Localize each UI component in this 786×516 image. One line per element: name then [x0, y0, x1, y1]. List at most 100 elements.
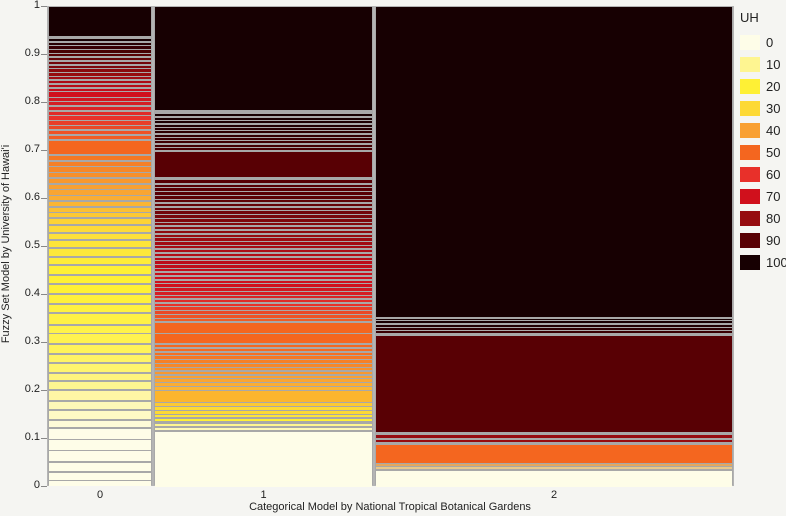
legend-item: 80: [740, 207, 786, 229]
y-tick-mark: [41, 342, 47, 343]
mosaic-segment: [155, 311, 372, 314]
legend-item: 100: [740, 251, 786, 273]
mosaic-segment: [49, 344, 151, 353]
mosaic-segment: [49, 190, 151, 195]
mosaic-segment: [49, 46, 151, 49]
mosaic-segment: [49, 463, 151, 471]
mosaic-segment: [155, 284, 372, 287]
plot-area: [47, 6, 734, 487]
mosaic-segment: [155, 387, 372, 390]
mosaic-segment: [155, 322, 372, 334]
y-tick-mark: [41, 294, 47, 295]
mosaic-segment: [49, 141, 151, 155]
mosaic-segment: [49, 382, 151, 390]
mosaic-segment: [155, 295, 372, 299]
mosaic-segment: [155, 288, 372, 291]
mosaic-segment: [49, 472, 151, 480]
mosaic-segment: [155, 383, 372, 386]
mosaic-segment: [155, 375, 372, 379]
legend-swatch: [740, 232, 760, 248]
mosaic-segment: [49, 92, 151, 98]
mosaic-segment: [155, 364, 372, 367]
mosaic-segment: [49, 248, 151, 256]
mosaic-segment: [49, 439, 151, 450]
mosaic-segment: [376, 318, 732, 320]
mosaic-segment: [155, 242, 372, 245]
mosaic-segment: [376, 328, 732, 331]
mosaic-segment: [376, 471, 732, 487]
mosaic-segment: [49, 391, 151, 401]
mosaic-segment: [155, 226, 372, 230]
mosaic-segment: [155, 117, 372, 120]
mosaic-segment: [49, 7, 151, 36]
mosaic-segment: [49, 42, 151, 45]
mosaic-segment: [49, 429, 151, 439]
mosaic-segment: [49, 54, 151, 57]
legend-item: 60: [740, 163, 786, 185]
mosaic-segment: [155, 352, 372, 355]
legend-item: 50: [740, 141, 786, 163]
mosaic-segment: [155, 315, 372, 318]
legend-label: 0: [766, 34, 774, 50]
mosaic-segment: [155, 403, 372, 407]
mosaic-segment: [155, 272, 372, 276]
mosaic-column-2: [374, 6, 734, 487]
mosaic-segment: [49, 184, 151, 189]
legend-item: 30: [740, 97, 786, 119]
mosaic-segment: [49, 80, 151, 84]
mosaic-segment: [49, 266, 151, 274]
mosaic-segment: [49, 84, 151, 88]
mosaic-segment: [155, 141, 372, 144]
mosaic-segment: [49, 130, 151, 135]
mosaic-segment: [155, 431, 372, 487]
mosaic-segment: [49, 135, 151, 140]
legend-label: 90: [766, 232, 781, 248]
mosaic-segment: [49, 314, 151, 324]
mosaic-segment: [155, 138, 372, 140]
legend-swatch: [740, 34, 760, 50]
mosaic-segment: [155, 127, 372, 130]
mosaic-segment: [49, 38, 151, 42]
y-tick-label: 0: [33, 479, 40, 491]
y-tick-label: 0.8: [24, 95, 40, 107]
legend-title: UH: [740, 10, 759, 25]
mosaic-segment: [155, 303, 372, 307]
mosaic-segment: [155, 211, 372, 214]
legend-label: 80: [766, 210, 781, 226]
legend-item: 0: [740, 31, 786, 53]
y-tick-mark: [41, 54, 47, 55]
mosaic-segment: [155, 184, 372, 187]
mosaic-column-1: [153, 6, 374, 487]
mosaic-segment: [49, 98, 151, 101]
mosaic-segment: [155, 151, 372, 178]
mosaic-segment: [49, 116, 151, 120]
legend-swatch: [740, 56, 760, 72]
mosaic-segment: [376, 464, 732, 467]
mosaic-segment: [49, 196, 151, 201]
mosaic-segment: [376, 440, 732, 443]
y-tick-label: 0.6: [24, 191, 40, 203]
legend-item: 90: [740, 229, 786, 251]
y-tick-mark: [41, 486, 47, 487]
mosaic-segment: [155, 234, 372, 237]
mosaic-segment: [155, 7, 372, 110]
mosaic-segment: [49, 161, 151, 166]
x-tick-label: 2: [550, 489, 558, 501]
mosaic-segment: [155, 203, 372, 207]
mosaic-segment: [376, 324, 732, 327]
legend-swatch: [740, 254, 760, 270]
mosaic-segment: [49, 285, 151, 294]
legend-label: 70: [766, 188, 781, 204]
mosaic-column-0: [47, 6, 153, 486]
mosaic-segment: [49, 178, 151, 184]
mosaic-segment: [49, 88, 151, 91]
mosaic-segment: [49, 121, 151, 125]
y-axis-title: Fuzzy Set Model by University of Hawai'i: [0, 144, 12, 344]
y-tick-mark: [41, 102, 47, 103]
legend-label: 10: [766, 56, 781, 72]
mosaic-segment: [155, 276, 372, 280]
y-tick-label: 0.4: [24, 287, 40, 299]
mosaic-segment: [155, 411, 372, 414]
legend-swatch: [740, 188, 760, 204]
y-tick-label: 0.5: [24, 239, 40, 251]
